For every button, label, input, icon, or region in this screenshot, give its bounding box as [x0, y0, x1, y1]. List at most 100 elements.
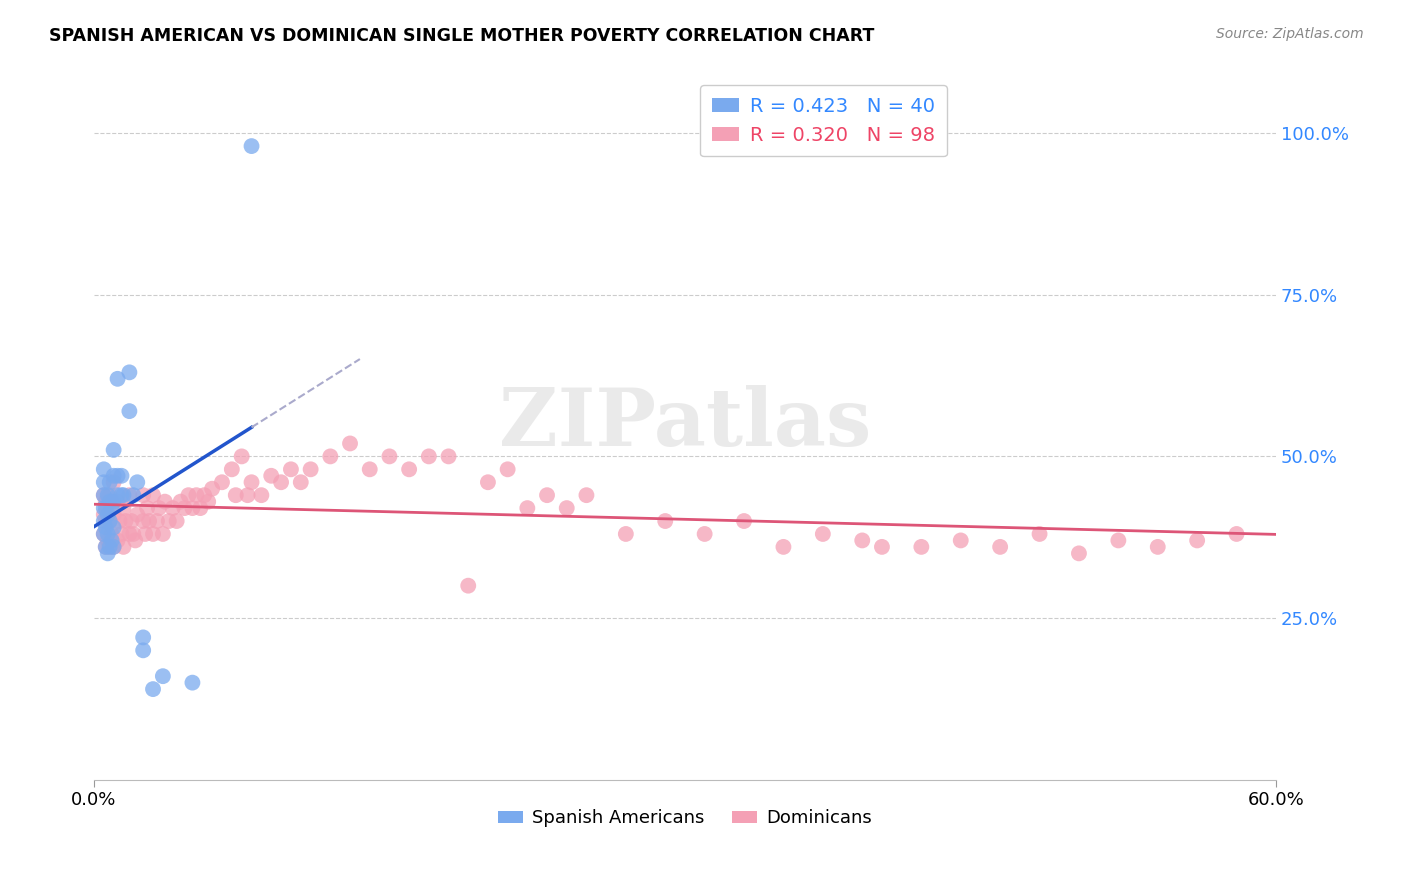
Point	[166, 514, 188, 528]
Point	[118, 527, 141, 541]
Point	[103, 468, 125, 483]
Point	[118, 404, 141, 418]
Point	[97, 527, 120, 541]
Point	[221, 462, 243, 476]
Point	[97, 501, 120, 516]
Point	[225, 488, 247, 502]
Point	[134, 527, 156, 541]
Point	[193, 488, 215, 502]
Point	[359, 462, 381, 476]
Point	[93, 527, 115, 541]
Point	[94, 540, 117, 554]
Point	[118, 365, 141, 379]
Point	[110, 468, 132, 483]
Point	[122, 527, 145, 541]
Point	[162, 501, 184, 516]
Point	[693, 527, 716, 541]
Point	[614, 527, 637, 541]
Point	[496, 462, 519, 476]
Point	[280, 462, 302, 476]
Text: SPANISH AMERICAN VS DOMINICAN SINGLE MOTHER POVERTY CORRELATION CHART: SPANISH AMERICAN VS DOMINICAN SINGLE MOT…	[49, 27, 875, 45]
Point	[100, 533, 122, 548]
Point	[142, 488, 165, 502]
Point	[132, 488, 155, 502]
Point	[120, 514, 142, 528]
Point	[93, 488, 115, 502]
Point	[98, 488, 121, 502]
Point	[108, 514, 131, 528]
Point	[97, 488, 120, 502]
Point	[94, 494, 117, 508]
Point	[240, 139, 263, 153]
Point	[103, 508, 125, 522]
Point	[97, 546, 120, 560]
Point	[93, 514, 115, 528]
Point	[870, 540, 893, 554]
Point	[516, 501, 538, 516]
Point	[1067, 546, 1090, 560]
Point	[910, 540, 932, 554]
Point	[231, 450, 253, 464]
Point	[555, 501, 578, 516]
Point	[94, 514, 117, 528]
Point	[97, 508, 120, 522]
Point	[94, 501, 117, 516]
Point	[103, 442, 125, 457]
Point	[260, 468, 283, 483]
Point	[1225, 527, 1247, 541]
Point	[181, 501, 204, 516]
Point	[188, 501, 211, 516]
Point	[146, 514, 169, 528]
Point	[93, 508, 115, 522]
Point	[772, 540, 794, 554]
Point	[299, 462, 322, 476]
Point	[132, 643, 155, 657]
Point	[437, 450, 460, 464]
Point	[107, 494, 129, 508]
Point	[107, 468, 129, 483]
Point	[94, 540, 117, 554]
Point	[127, 475, 149, 490]
Point	[378, 450, 401, 464]
Point	[536, 488, 558, 502]
Point	[811, 527, 834, 541]
Point	[103, 494, 125, 508]
Point	[103, 540, 125, 554]
Point	[100, 527, 122, 541]
Point	[98, 494, 121, 508]
Point	[290, 475, 312, 490]
Point	[236, 488, 259, 502]
Point	[733, 514, 755, 528]
Point	[654, 514, 676, 528]
Point	[100, 494, 122, 508]
Point	[240, 475, 263, 490]
Point	[107, 533, 129, 548]
Point	[124, 533, 146, 548]
Point	[152, 669, 174, 683]
Point	[107, 372, 129, 386]
Point	[1185, 533, 1208, 548]
Point	[112, 488, 135, 502]
Point	[132, 631, 155, 645]
Point	[575, 488, 598, 502]
Point	[98, 540, 121, 554]
Point	[142, 682, 165, 697]
Point	[107, 488, 129, 502]
Point	[418, 450, 440, 464]
Point	[98, 514, 121, 528]
Point	[110, 527, 132, 541]
Point	[319, 450, 342, 464]
Point	[93, 475, 115, 490]
Point	[122, 488, 145, 502]
Point	[142, 527, 165, 541]
Point	[157, 514, 180, 528]
Point	[270, 475, 292, 490]
Point	[477, 475, 499, 490]
Point	[98, 514, 121, 528]
Point	[169, 494, 191, 508]
Point	[103, 475, 125, 490]
Point	[851, 533, 873, 548]
Point	[148, 501, 170, 516]
Point	[201, 482, 224, 496]
Point	[177, 488, 200, 502]
